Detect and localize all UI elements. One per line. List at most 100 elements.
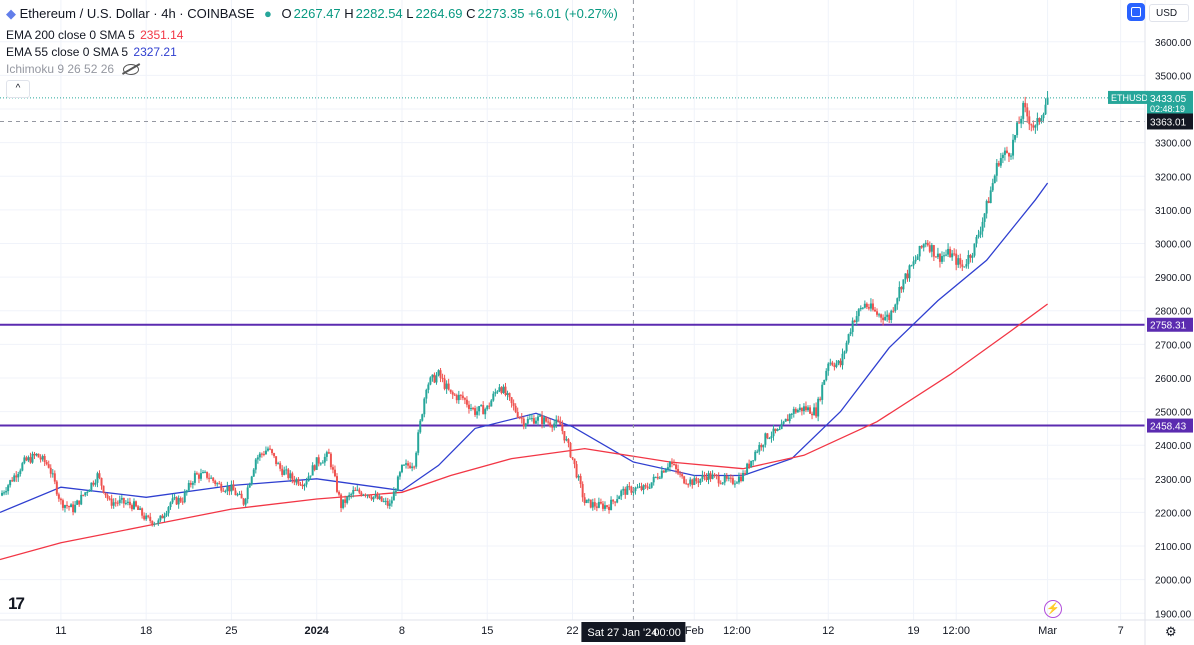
candle-body [376, 494, 379, 499]
candle-body [451, 392, 454, 395]
candle-body [463, 398, 466, 400]
candle-body [147, 515, 150, 517]
candle-body [394, 490, 397, 492]
candle-body [569, 442, 572, 458]
ethereum-icon: ◆ [6, 6, 16, 21]
candle-body [876, 311, 879, 315]
candle-body [967, 255, 970, 265]
candle-body [175, 497, 178, 505]
candle-body [949, 248, 952, 258]
candle-body [453, 394, 456, 396]
candle-body [882, 317, 885, 321]
currency-button[interactable]: USD [1149, 4, 1189, 22]
candle-body [867, 307, 870, 309]
candle-body [39, 457, 42, 460]
candle-body [886, 314, 889, 317]
candle-body [224, 490, 227, 492]
candle-body [204, 471, 207, 473]
candle-body [581, 484, 584, 498]
candle-body [920, 245, 923, 248]
ema200-line [0, 303, 1048, 561]
compare-icon[interactable] [1127, 3, 1145, 21]
candle-body [459, 394, 462, 396]
candle-body [250, 476, 253, 485]
candle-body [685, 483, 688, 485]
candle-body [871, 303, 874, 310]
ema200-legend[interactable]: EMA 200 close 0 SMA 5 2351.14 [6, 28, 183, 42]
candle-body [695, 478, 698, 482]
collapse-legend-button[interactable]: ^ [6, 80, 30, 98]
candle-body [670, 461, 673, 464]
candle-body [191, 482, 194, 485]
ohlc-high-label: H [344, 6, 354, 21]
candle-body [1010, 155, 1013, 157]
candle-body [214, 480, 217, 484]
candle-body [553, 423, 556, 428]
candle-body [516, 411, 519, 418]
candle-body [317, 457, 320, 464]
ema55-legend[interactable]: EMA 55 close 0 SMA 5 2327.21 [6, 45, 177, 59]
candle-body [287, 469, 290, 478]
price-tick-label: 2000.00 [1155, 576, 1192, 587]
ema200-label: EMA 200 close 0 SMA 5 [6, 28, 135, 42]
candle-body [612, 499, 615, 502]
eye-hidden-icon[interactable] [123, 64, 140, 76]
symbol-tag-label: ETHUSD [1111, 93, 1149, 103]
candle-body [275, 456, 278, 465]
candle-body [545, 417, 548, 422]
candle-body [43, 456, 46, 463]
candle-body [833, 365, 836, 367]
candle-body [608, 506, 611, 511]
bolt-icon[interactable]: ⚡ [1044, 600, 1062, 618]
candle-body [461, 395, 464, 399]
candle-body [1046, 97, 1049, 105]
candle-body [644, 485, 647, 487]
candle-body [323, 456, 326, 463]
candle-body [400, 464, 403, 473]
candle-body [878, 314, 881, 316]
candle-body [926, 242, 929, 246]
candle-body [762, 444, 765, 448]
candle-body [922, 244, 925, 248]
candles [1, 91, 1049, 527]
candle-body [514, 405, 517, 412]
candle-body [839, 360, 842, 366]
candle-body [536, 416, 539, 421]
candle-body [681, 474, 684, 477]
ohlc-open-label: O [281, 6, 292, 21]
candle-body [311, 465, 314, 476]
candle-body [254, 459, 257, 470]
candle-body [378, 496, 381, 499]
candle-body [106, 495, 109, 499]
candle-body [593, 502, 596, 507]
candle-body [518, 417, 521, 419]
tradingview-logo[interactable]: 17 [8, 594, 25, 613]
candle-body [338, 491, 341, 495]
candle-body [47, 464, 50, 468]
candle-body [888, 314, 891, 320]
candle-body [7, 485, 10, 492]
ichimoku-legend[interactable]: Ichimoku 9 26 52 26 [6, 62, 140, 76]
candle-body [577, 476, 580, 478]
candle-body [445, 383, 448, 389]
candle-body [760, 444, 763, 448]
symbol-title[interactable]: Ethereum / U.S. Dollar · 4h · COINBASE [19, 6, 255, 21]
candle-body [636, 487, 639, 489]
candle-body [567, 439, 570, 443]
candle-body [1024, 102, 1027, 108]
candle-body [350, 493, 353, 495]
settings-gear-icon[interactable]: ⚙ [1165, 624, 1177, 639]
candle-body [880, 314, 883, 318]
price-tick-label: 1900.00 [1155, 609, 1192, 620]
candle-body [571, 457, 574, 459]
price-tick-label: 2700.00 [1155, 340, 1192, 351]
candle-body [352, 489, 355, 494]
candle-body [908, 265, 911, 279]
candle-body [484, 409, 487, 415]
last-price-label: 3433.05 [1150, 94, 1187, 105]
candle-body [72, 504, 75, 513]
candle-body [65, 505, 68, 507]
candle-body [869, 303, 872, 309]
candle-body [912, 261, 915, 266]
